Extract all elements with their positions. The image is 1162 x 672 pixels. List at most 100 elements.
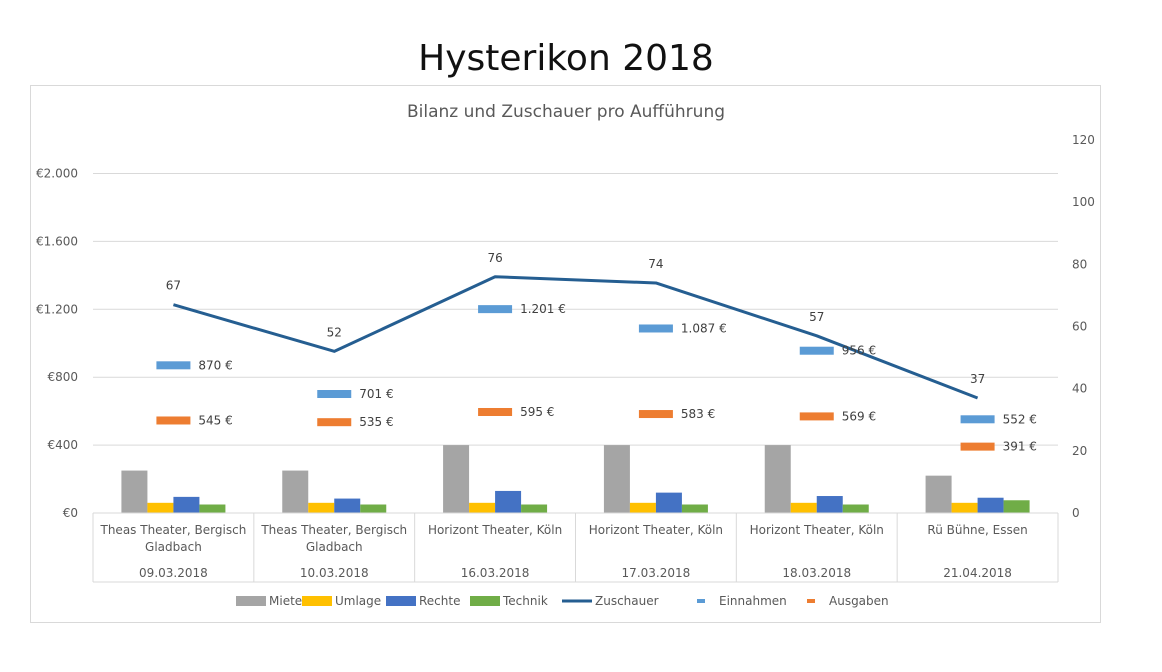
bar-miete	[925, 475, 952, 513]
x-tick-label-venue: Horizont Theater, Köln	[589, 523, 723, 537]
legend-item-einnahmen: Einnahmen	[697, 594, 787, 608]
einnahmen-marker	[638, 324, 673, 333]
y-axis-left: €0 €400 €800 €1.200 €1.600 €2.000	[36, 167, 78, 521]
bar-umlage	[629, 502, 656, 513]
bar-umlage	[308, 502, 335, 513]
bar-rechte	[816, 496, 843, 513]
einnahmen-marker	[317, 390, 352, 399]
bar-miete	[764, 445, 791, 513]
bar-technik	[199, 504, 226, 513]
y-right-tick-label: 120	[1072, 133, 1095, 147]
bar-rechte	[977, 497, 1004, 513]
einnahmen-marker	[156, 361, 191, 370]
ausgaben-data-label: 535 €	[359, 415, 393, 429]
y-right-tick-label: 100	[1072, 195, 1095, 209]
legend-label: Rechte	[419, 594, 460, 608]
bar-umlage	[790, 502, 817, 513]
bar-rechte	[655, 492, 682, 513]
einnahmen-data-label: 956 €	[842, 344, 876, 358]
x-tick-label-date: 09.03.2018	[139, 566, 208, 580]
page-title: Hysterikon 2018	[418, 38, 714, 79]
y-right-tick-label: 80	[1072, 257, 1087, 271]
ausgaben-data-label: 595 €	[520, 405, 554, 419]
y-right-tick-label: 20	[1072, 444, 1087, 458]
legend-item-umlage: Umlage	[302, 594, 381, 608]
zuschauer-data-label: 74	[648, 257, 663, 271]
x-tick-label-venue: Gladbach	[306, 540, 363, 554]
bar-rechte	[173, 496, 200, 513]
legend-swatch	[302, 596, 332, 606]
y-axis-right: 0 20 40 60 80 100 120	[1072, 133, 1095, 520]
y-left-tick-label: €1.200	[36, 302, 78, 316]
einnahmen-data-label: 870 €	[198, 358, 232, 372]
ausgaben-data-label: 391 €	[1003, 440, 1037, 454]
bar-rechte	[334, 498, 361, 513]
y-left-tick-label: €2.000	[36, 167, 78, 181]
marker-series: 870 € 701 € 1.201 € 1.087 € 956 € 552 € 545 € 5…	[156, 302, 1037, 454]
legend-swatch	[236, 596, 266, 606]
x-tick-label-venue: Theas Theater, Bergisch	[260, 523, 407, 537]
legend-swatch	[807, 599, 815, 603]
bar-series	[121, 445, 1030, 513]
x-tick-label-date: 10.03.2018	[300, 566, 369, 580]
legend-label: Zuschauer	[595, 594, 659, 608]
x-tick-label-venue: Horizont Theater, Köln	[750, 523, 884, 537]
zuschauer-data-label: 52	[327, 325, 342, 339]
y-left-tick-label: €1.600	[36, 234, 78, 248]
einnahmen-data-label: 552 €	[1003, 412, 1037, 426]
legend-label: Einnahmen	[719, 594, 787, 608]
zuschauer-line-path	[172, 275, 979, 400]
bar-miete	[282, 470, 309, 513]
einnahmen-marker	[478, 305, 513, 314]
x-axis: Theas Theater, Bergisch Gladbach 09.03.201…	[92, 512, 1059, 583]
y-left-tick-label: €800	[47, 370, 78, 384]
zuschauer-data-label: 67	[166, 279, 181, 293]
bar-technik	[521, 504, 548, 513]
bar-technik	[1003, 500, 1030, 513]
x-tick-label-venue: Theas Theater, Bergisch	[100, 523, 247, 537]
chart-title: Bilanz und Zuschauer pro Aufführung	[407, 102, 725, 122]
bar-technik	[360, 504, 387, 513]
legend-swatch	[697, 599, 705, 603]
einnahmen-marker	[799, 346, 834, 355]
ausgaben-data-label: 583 €	[681, 407, 715, 421]
einnahmen-marker	[960, 415, 995, 424]
legend-swatch	[470, 596, 500, 606]
x-tick-label-venue: Rü Bühne, Essen	[927, 523, 1027, 537]
ausgaben-marker	[156, 416, 191, 425]
ausgaben-marker	[638, 410, 673, 419]
legend-label: Technik	[502, 594, 548, 608]
ausgaben-marker	[478, 407, 513, 416]
bar-miete	[443, 445, 470, 513]
bar-technik	[681, 504, 708, 513]
ausgaben-data-label: 569 €	[842, 409, 876, 423]
ausgaben-marker	[960, 442, 995, 451]
bar-technik	[842, 504, 869, 513]
x-tick-label-date: 16.03.2018	[461, 566, 530, 580]
bar-umlage	[951, 502, 978, 513]
x-tick-label-venue: Horizont Theater, Köln	[428, 523, 562, 537]
legend-label: Ausgaben	[829, 594, 889, 608]
x-tick-label-date: 17.03.2018	[622, 566, 691, 580]
ausgaben-marker	[317, 418, 352, 427]
x-tick-label-date: 18.03.2018	[782, 566, 851, 580]
y-right-tick-label: 60	[1072, 320, 1087, 334]
einnahmen-data-label: 1.201 €	[520, 302, 566, 316]
y-left-tick-label: €400	[47, 438, 78, 452]
zuschauer-data-label: 76	[487, 251, 502, 265]
x-tick-label-venue: Gladbach	[145, 540, 202, 554]
ausgaben-data-label: 545 €	[198, 413, 232, 427]
legend-label: Umlage	[335, 594, 381, 608]
zuschauer-data-label: 37	[970, 372, 985, 386]
y-left-tick-label: €0	[63, 506, 78, 520]
zuschauer-data-label: 57	[809, 310, 824, 324]
bar-miete	[603, 445, 630, 513]
legend: Miete Umlage Rechte Technik Zuschauer Einnahm…	[236, 594, 889, 608]
bar-umlage	[469, 502, 496, 513]
x-tick-label-date: 21.04.2018	[943, 566, 1012, 580]
legend-item-zuschauer: Zuschauer	[562, 594, 659, 608]
zuschauer-line: 67 52 76 74 57 37	[166, 251, 985, 400]
bar-miete	[121, 470, 148, 513]
y-right-tick-label: 40	[1072, 382, 1087, 396]
